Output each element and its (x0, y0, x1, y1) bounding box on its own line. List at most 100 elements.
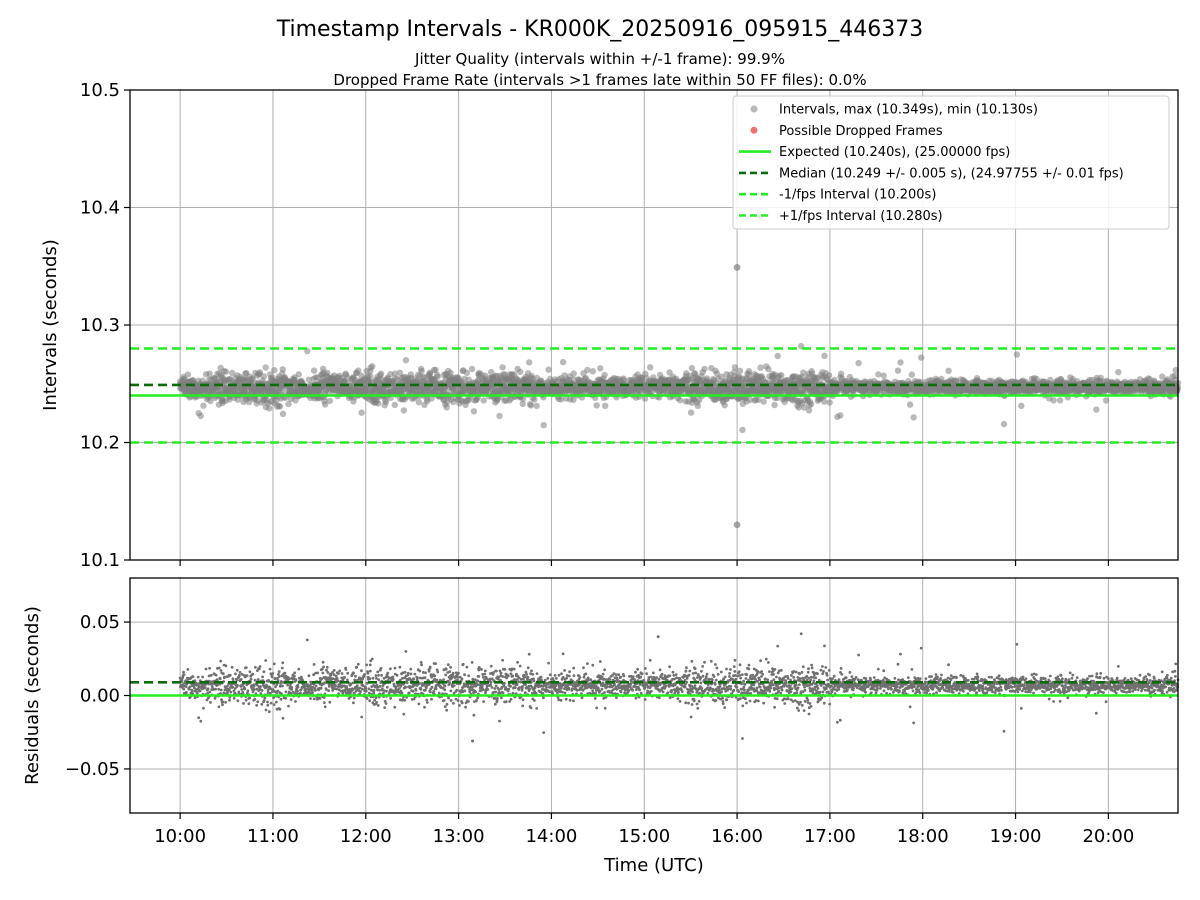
residual-point (277, 673, 280, 676)
residual-point (572, 666, 576, 670)
residual-point (676, 697, 680, 701)
residual-point (343, 676, 346, 679)
residual-point (718, 688, 721, 691)
residual-point (386, 671, 390, 675)
residual-point (548, 673, 552, 677)
residual-point (678, 700, 682, 703)
residual-point (559, 698, 563, 702)
residual-point (598, 660, 602, 663)
residual-point (763, 689, 766, 693)
residual-point (732, 688, 736, 692)
residual-point (389, 696, 392, 700)
residual-point (582, 666, 585, 670)
residual-point (316, 671, 320, 675)
residual-point (314, 671, 317, 675)
interval-point (765, 365, 772, 373)
residual-point (729, 687, 733, 691)
residual-point (560, 690, 564, 694)
residual-point (726, 687, 730, 691)
residual-point (547, 661, 550, 665)
residual-point (810, 666, 814, 670)
residual-point (809, 675, 813, 679)
residual-point (318, 697, 322, 700)
residual-point (377, 678, 381, 682)
residual-point (812, 679, 816, 683)
residual-point (713, 682, 717, 686)
residual-point (732, 665, 736, 668)
interval-point (526, 359, 533, 366)
residual-point (336, 679, 340, 683)
residual-point (756, 699, 760, 703)
residual-point (433, 674, 437, 678)
residual-point (705, 672, 709, 676)
residual-point (483, 672, 487, 676)
interval-point (279, 366, 286, 373)
residual-point (513, 686, 517, 689)
residual-point (284, 696, 287, 700)
residual-point (709, 659, 713, 663)
residual-point (208, 666, 212, 670)
residual-point (806, 698, 810, 702)
residual-point (360, 669, 363, 673)
residual-point (668, 665, 671, 669)
residual-point (794, 683, 798, 687)
residual-point (191, 675, 195, 678)
residual-point (182, 687, 186, 691)
residual-point (246, 689, 250, 693)
residual-point (689, 715, 693, 719)
interval-point (593, 402, 600, 409)
residual-point (572, 699, 575, 703)
residual-point (364, 687, 368, 690)
residual-point (403, 698, 406, 702)
residual-point (230, 665, 234, 669)
residual-point (248, 670, 252, 674)
residual-point (721, 696, 724, 700)
residual-point (567, 687, 571, 691)
residual-point (460, 677, 464, 681)
residual-point (370, 657, 374, 661)
residual-point (482, 675, 485, 679)
residual-point (657, 677, 661, 681)
residual-point (425, 698, 429, 702)
residual-point (466, 685, 470, 689)
interval-point (434, 373, 441, 380)
residual-point (586, 662, 589, 665)
residual-point (224, 700, 228, 704)
residual-point (197, 716, 201, 720)
residual-point (451, 674, 455, 678)
residual-point (751, 673, 754, 677)
residual-point (640, 672, 644, 675)
interval-point (470, 408, 478, 415)
residual-point (715, 666, 719, 670)
residual-point (217, 687, 221, 691)
residual-point (738, 663, 742, 667)
residual-point (796, 686, 800, 690)
residual-point (790, 687, 794, 690)
residual-point (808, 702, 812, 705)
residual-point (248, 696, 252, 700)
interval-point (200, 402, 207, 409)
interval-point (369, 363, 376, 370)
residual-point (703, 660, 706, 664)
residual-point (409, 667, 413, 671)
interval-point (400, 407, 407, 414)
residual-point (196, 675, 200, 679)
interval-point (739, 426, 746, 434)
residual-point (216, 683, 220, 687)
residual-point (692, 699, 696, 703)
residual-point (296, 685, 300, 689)
residual-point (803, 700, 807, 703)
residual-point (309, 697, 312, 700)
residual-point (364, 689, 368, 693)
interval-point (260, 373, 268, 380)
residual-point (531, 672, 534, 676)
residual-point (819, 668, 823, 672)
residual-point (700, 687, 704, 690)
residual-point (614, 673, 618, 676)
residual-point (355, 684, 359, 688)
residual-point (555, 677, 558, 680)
residual-point (443, 684, 447, 688)
residual-point (524, 683, 527, 686)
residual-point (354, 674, 357, 678)
residual-point (192, 686, 196, 690)
